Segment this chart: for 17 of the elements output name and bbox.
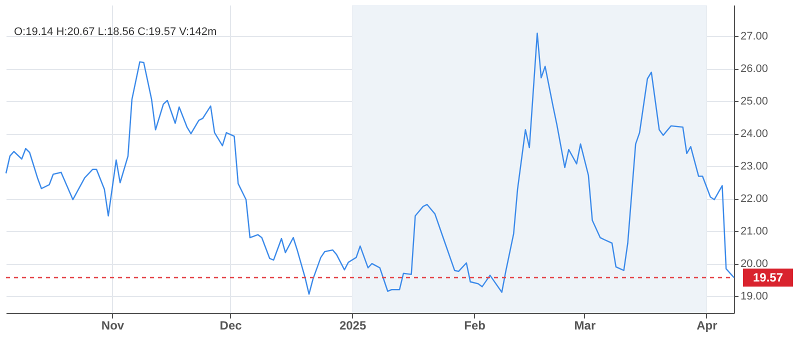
y-tick-label: 22.00 — [740, 193, 768, 206]
x-tick-label: Nov — [101, 318, 124, 332]
y-tick-label: 20.00 — [740, 258, 768, 270]
y-tick-label: 23.00 — [740, 160, 768, 173]
y-tick-label: 21.00 — [740, 226, 768, 238]
x-tick-label: Apr — [696, 318, 718, 332]
y-tick-label: 25.00 — [740, 96, 768, 108]
x-tick-label: 2025 — [339, 318, 366, 332]
annotation: O:19.14 H:20.67 L:18.56 C:19.57 V:142m — [14, 26, 217, 38]
ref-line-label: 19.57 — [752, 270, 784, 285]
y-tick-label: 27.00 — [740, 30, 768, 43]
x-tick-label: Mar — [574, 318, 596, 332]
y-tick-label: 24.00 — [740, 128, 768, 140]
x-tick-label: Feb — [464, 318, 486, 332]
y-tick-label: 19.00 — [740, 290, 768, 303]
x-tick-label: Dec — [220, 318, 242, 332]
y-tick-label: 26.00 — [740, 63, 768, 76]
